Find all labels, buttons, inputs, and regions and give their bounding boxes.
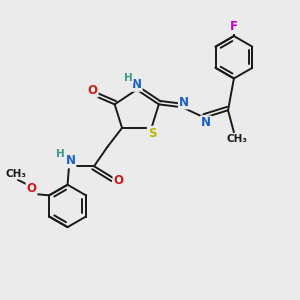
Text: O: O [26, 182, 37, 195]
Text: H: H [56, 149, 64, 159]
Text: N: N [132, 78, 142, 91]
Text: H: H [124, 73, 133, 83]
Text: S: S [148, 127, 156, 140]
Text: CH₃: CH₃ [6, 169, 27, 179]
Text: F: F [230, 20, 238, 33]
Text: N: N [65, 154, 76, 167]
Text: O: O [113, 174, 124, 188]
Text: O: O [88, 84, 98, 97]
Text: N: N [179, 95, 189, 109]
Text: N: N [201, 116, 211, 129]
Text: CH₃: CH₃ [227, 134, 248, 144]
